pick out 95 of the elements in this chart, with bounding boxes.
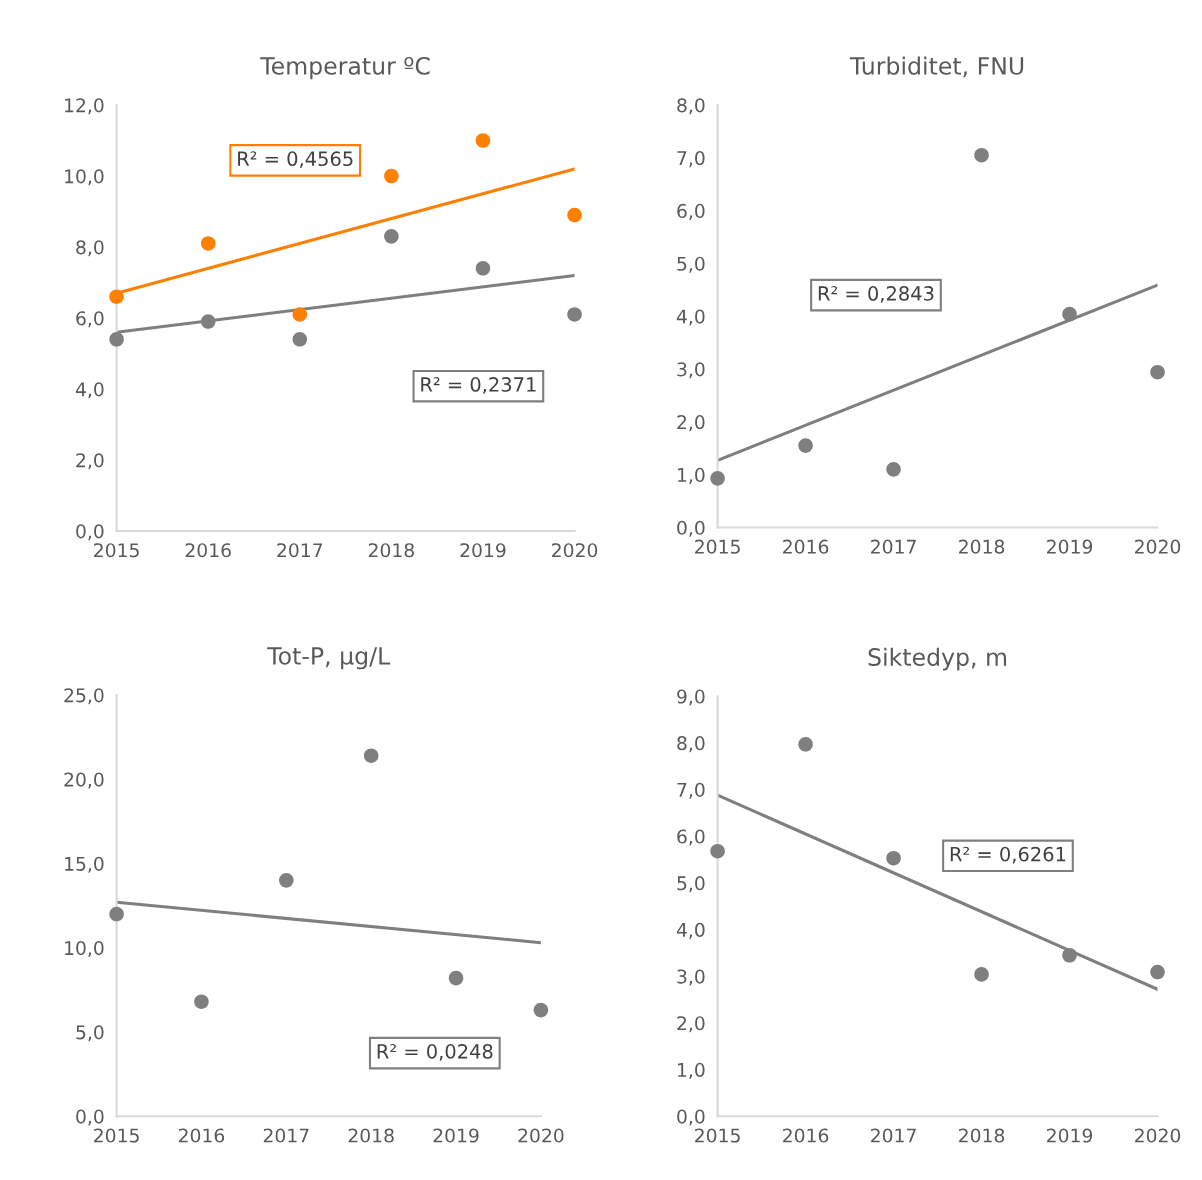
point [567, 207, 582, 223]
annotation: R² = 0,2371 [421, 377, 536, 394]
point [533, 1002, 549, 1018]
point [710, 471, 725, 486]
annotation: R² = 0,6261 [950, 846, 1066, 864]
y-tick-label: 0,0 [677, 520, 705, 537]
y-tick-label: 1,0 [678, 1062, 705, 1079]
x-tick-label: 2018 [368, 543, 414, 558]
x-tick-label: 2015 [94, 1128, 139, 1143]
point [886, 850, 901, 866]
point [567, 307, 582, 322]
x-tick-label: 2015 [94, 543, 139, 558]
point [475, 133, 491, 148]
point [109, 289, 124, 304]
x-tick-label: 2017 [277, 543, 323, 558]
point [974, 967, 989, 982]
point [109, 906, 124, 922]
y-tick-label: 10,0 [65, 169, 104, 186]
x-tick-label: 2018 [959, 539, 1005, 554]
point [363, 748, 379, 763]
x-tick-label: 2020 [552, 543, 598, 558]
y-tick-label: 2,0 [677, 1016, 705, 1033]
y-tick-label: 4,0 [676, 922, 705, 939]
x-tick-label: 2020 [518, 1128, 564, 1143]
point [1150, 964, 1165, 980]
point [194, 994, 209, 1009]
point [200, 314, 216, 329]
point [1062, 947, 1077, 963]
x-tick-label: 2019 [1047, 539, 1093, 554]
annotation: R² = 0,2843 [818, 286, 934, 303]
x-tick-label: 2019 [1047, 1128, 1093, 1143]
point [974, 147, 989, 163]
chart-title: Siktedyp, m [868, 647, 1007, 671]
point [475, 261, 491, 276]
x-tick-label: 2015 [695, 539, 740, 554]
y-tick-label: 9,0 [677, 689, 705, 706]
point [886, 462, 901, 477]
x-tick-label: 2019 [460, 543, 506, 558]
point [200, 236, 216, 251]
annotation: R² = 0,0248 [377, 1044, 493, 1061]
y-tick-label: 8,0 [677, 736, 705, 753]
y-tick-label: 15,0 [65, 856, 104, 873]
x-tick-label: 2016 [178, 1128, 225, 1143]
x-tick-label: 2017 [263, 1128, 309, 1143]
y-tick-label: 2,0 [677, 415, 705, 432]
annotation: R² = 0,4565 [238, 151, 353, 169]
x-tick-label: 2017 [871, 539, 916, 554]
y-tick-label: 10,0 [65, 940, 104, 958]
y-tick-label: 0,0 [76, 524, 104, 541]
y-tick-label: 2,0 [76, 453, 104, 470]
point [109, 332, 124, 347]
y-tick-label: 7,0 [677, 782, 705, 799]
chart-title: Tot-P, µg/L [267, 647, 391, 670]
x-tick-label: 2016 [783, 1128, 829, 1143]
x-tick-label: 2016 [783, 539, 829, 554]
y-tick-label: 8,0 [76, 240, 104, 257]
point [448, 970, 464, 986]
y-tick-label: 20,0 [64, 772, 104, 789]
y-tick-label: 7,0 [677, 151, 705, 168]
point [1150, 364, 1165, 380]
y-tick-label: 8,0 [677, 98, 705, 115]
y-tick-label: 6,0 [677, 829, 705, 846]
x-tick-label: 2020 [1135, 539, 1181, 554]
point [798, 438, 813, 453]
point [384, 229, 399, 244]
point [279, 873, 294, 888]
y-tick-label: 0,0 [76, 1109, 104, 1126]
chart-title: Turbiditet, FNU [849, 56, 1024, 78]
y-tick-label: 3,0 [677, 362, 705, 379]
x-tick-label: 2020 [1135, 1128, 1181, 1143]
x-tick-label: 2015 [695, 1128, 740, 1143]
point [292, 307, 308, 322]
point [710, 843, 725, 859]
y-tick-label: 5,0 [677, 876, 705, 893]
y-tick-label: 4,0 [676, 309, 705, 326]
y-tick-label: 5,0 [677, 256, 705, 273]
y-tick-label: 0,0 [677, 1109, 705, 1126]
point [798, 736, 813, 752]
x-tick-label: 2018 [348, 1128, 394, 1143]
y-tick-label: 6,0 [677, 203, 705, 220]
x-tick-label: 2019 [433, 1128, 479, 1143]
y-tick-label: 1,0 [678, 467, 705, 484]
y-tick-label: 12,0 [65, 98, 104, 115]
x-tick-label: 2018 [959, 1128, 1005, 1143]
y-tick-label: 5,0 [76, 1025, 104, 1042]
point [384, 168, 399, 184]
y-tick-label: 25,0 [64, 688, 104, 705]
chart-title: Temperatur ºC [260, 56, 430, 80]
y-tick-label: 3,0 [677, 969, 705, 986]
x-tick-label: 2017 [871, 1128, 916, 1143]
point [1062, 306, 1077, 322]
y-tick-label: 4,0 [75, 382, 104, 399]
point [292, 332, 308, 347]
y-tick-label: 6,0 [76, 311, 104, 328]
x-tick-label: 2016 [185, 543, 231, 558]
